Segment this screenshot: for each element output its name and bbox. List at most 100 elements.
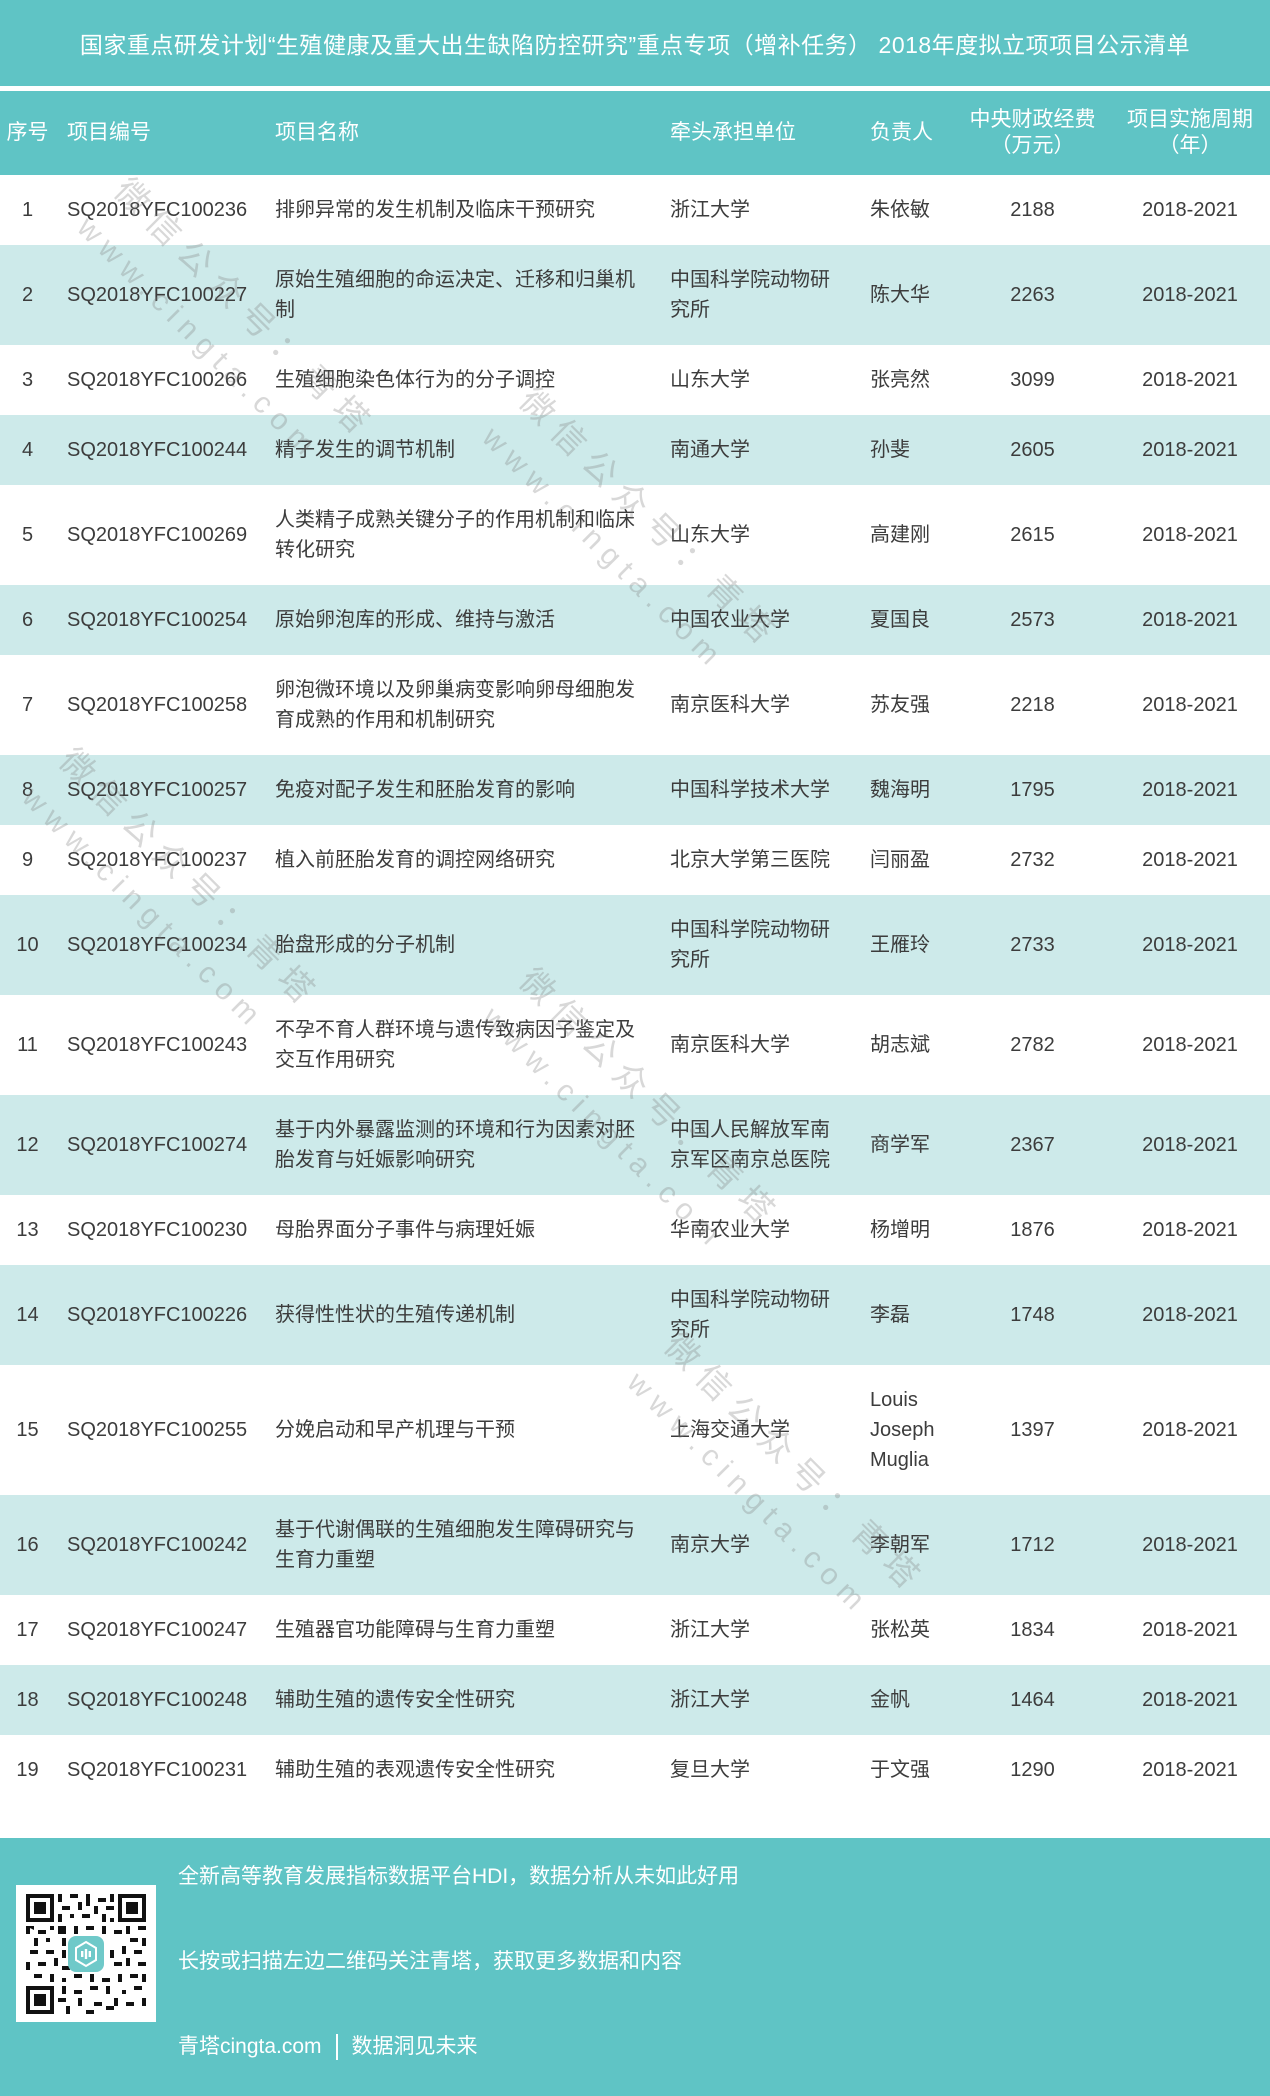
footer-brand-line: 青塔cingta.com 数据洞见未来 — [178, 2032, 1270, 2062]
project-period: 2018-2021 — [1110, 245, 1270, 345]
table-row: 15 SQ2018YFC100255 分娩启动和早产机理与干预 上海交通大学 L… — [0, 1365, 1270, 1495]
row-index: 10 — [0, 895, 55, 995]
principal-investigator: 王雁玲 — [860, 895, 955, 995]
principal-investigator: 朱依敏 — [860, 175, 955, 245]
funding-amount: 3099 — [955, 345, 1110, 415]
project-name: 精子发生的调节机制 — [265, 415, 660, 485]
footer-qr-hint-line: 长按或扫描左边二维码关注青塔，获取更多数据和内容 — [178, 1950, 682, 1973]
column-header-period: 项目实施周期 （年） — [1110, 91, 1270, 175]
column-header-code: 项目编号 — [55, 91, 265, 175]
table-row: 9 SQ2018YFC100237 植入前胚胎发育的调控网络研究 北京大学第三医… — [0, 825, 1270, 895]
project-name: 人类精子成熟关键分子的作用机制和临床转化研究 — [265, 485, 660, 585]
table-row: 19 SQ2018YFC100231 辅助生殖的表观遗传安全性研究 复旦大学 于… — [0, 1735, 1270, 1805]
principal-investigator: 李朝军 — [860, 1495, 955, 1595]
project-period: 2018-2021 — [1110, 1365, 1270, 1495]
project-period: 2018-2021 — [1110, 1595, 1270, 1665]
row-index: 9 — [0, 825, 55, 895]
row-index: 8 — [0, 755, 55, 825]
row-index: 6 — [0, 585, 55, 655]
table-row: 6 SQ2018YFC100254 原始卵泡库的形成、维持与激活 中国农业大学 … — [0, 585, 1270, 655]
project-name: 基于内外暴露监测的环境和行为因素对胚胎发育与妊娠影响研究 — [265, 1095, 660, 1195]
project-name: 辅助生殖的遗传安全性研究 — [265, 1665, 660, 1735]
project-code: SQ2018YFC100254 — [55, 585, 265, 655]
project-name: 排卵异常的发生机制及临床干预研究 — [265, 175, 660, 245]
footer-promo-line: 全新高等教育发展指标数据平台HDI，数据分析从未如此好用 — [178, 1865, 740, 1888]
funding-amount: 1397 — [955, 1365, 1110, 1495]
project-code: SQ2018YFC100257 — [55, 755, 265, 825]
table-row: 3 SQ2018YFC100266 生殖细胞染色体行为的分子调控 山东大学 张亮… — [0, 345, 1270, 415]
project-name: 生殖器官功能障碍与生育力重塑 — [265, 1595, 660, 1665]
project-name: 原始生殖细胞的命运决定、迁移和归巢机制 — [265, 245, 660, 345]
project-code: SQ2018YFC100248 — [55, 1665, 265, 1735]
project-period: 2018-2021 — [1110, 895, 1270, 995]
principal-investigator: 苏友强 — [860, 655, 955, 755]
table-row: 17 SQ2018YFC100247 生殖器官功能障碍与生育力重塑 浙江大学 张… — [0, 1595, 1270, 1665]
qr-code — [16, 1885, 156, 2022]
lead-unit: 山东大学 — [660, 485, 860, 585]
table-row: 1 SQ2018YFC100236 排卵异常的发生机制及临床干预研究 浙江大学 … — [0, 175, 1270, 245]
row-index: 14 — [0, 1265, 55, 1365]
row-index: 1 — [0, 175, 55, 245]
table-row: 14 SQ2018YFC100226 获得性性状的生殖传递机制 中国科学院动物研… — [0, 1265, 1270, 1365]
row-index: 3 — [0, 345, 55, 415]
funding-amount: 2605 — [955, 415, 1110, 485]
project-period: 2018-2021 — [1110, 345, 1270, 415]
table-header-row: 序号 项目编号 项目名称 牵头承担单位 负责人 中央财政经费 （万元） — [0, 91, 1270, 175]
project-name: 植入前胚胎发育的调控网络研究 — [265, 825, 660, 895]
project-name: 分娩启动和早产机理与干预 — [265, 1365, 660, 1495]
principal-investigator: 杨增明 — [860, 1195, 955, 1265]
lead-unit: 浙江大学 — [660, 175, 860, 245]
principal-investigator: 金帆 — [860, 1665, 955, 1735]
funding-amount: 1834 — [955, 1595, 1110, 1665]
funding-amount: 1464 — [955, 1665, 1110, 1735]
project-period: 2018-2021 — [1110, 655, 1270, 755]
funding-amount: 1748 — [955, 1265, 1110, 1365]
lead-unit: 中国农业大学 — [660, 585, 860, 655]
project-name: 生殖细胞染色体行为的分子调控 — [265, 345, 660, 415]
lead-unit: 浙江大学 — [660, 1665, 860, 1735]
funding-amount: 2615 — [955, 485, 1110, 585]
row-index: 19 — [0, 1735, 55, 1805]
funding-amount: 2367 — [955, 1095, 1110, 1195]
project-name: 胎盘形成的分子机制 — [265, 895, 660, 995]
project-code: SQ2018YFC100237 — [55, 825, 265, 895]
footer-text: 全新高等教育发展指标数据平台HDI，数据分析从未如此好用 长按或扫描左边二维码关… — [0, 1838, 1270, 2062]
project-code: SQ2018YFC100244 — [55, 415, 265, 485]
project-code: SQ2018YFC100274 — [55, 1095, 265, 1195]
project-period: 2018-2021 — [1110, 825, 1270, 895]
principal-investigator: 胡志斌 — [860, 995, 955, 1095]
project-code: SQ2018YFC100234 — [55, 895, 265, 995]
principal-investigator: 高建刚 — [860, 485, 955, 585]
qr-code-icon — [26, 1893, 146, 2014]
funding-amount: 2573 — [955, 585, 1110, 655]
column-header-pi: 负责人 — [860, 91, 955, 175]
project-period: 2018-2021 — [1110, 415, 1270, 485]
funding-amount: 2188 — [955, 175, 1110, 245]
principal-investigator: 李磊 — [860, 1265, 955, 1365]
page-title: 国家重点研发计划“生殖健康及重大出生缺陷防控研究”重点专项（增补任务） 2018… — [79, 32, 1191, 58]
project-period: 2018-2021 — [1110, 1265, 1270, 1365]
project-name: 卵泡微环境以及卵巢病变影响卵母细胞发育成熟的作用和机制研究 — [265, 655, 660, 755]
project-code: SQ2018YFC100227 — [55, 245, 265, 345]
project-code: SQ2018YFC100255 — [55, 1365, 265, 1495]
funding-amount: 1712 — [955, 1495, 1110, 1595]
table-row: 11 SQ2018YFC100243 不孕不育人群环境与遗传致病因子鉴定及交互作… — [0, 995, 1270, 1095]
title-bar: 国家重点研发计划“生殖健康及重大出生缺陷防控研究”重点专项（增补任务） 2018… — [0, 0, 1270, 86]
principal-investigator: 魏海明 — [860, 755, 955, 825]
row-index: 18 — [0, 1665, 55, 1735]
lead-unit: 华南农业大学 — [660, 1195, 860, 1265]
row-index: 17 — [0, 1595, 55, 1665]
funding-amount: 2218 — [955, 655, 1110, 755]
table-row: 18 SQ2018YFC100248 辅助生殖的遗传安全性研究 浙江大学 金帆 … — [0, 1665, 1270, 1735]
lead-unit: 南京医科大学 — [660, 995, 860, 1095]
lead-unit: 中国科学院动物研究所 — [660, 895, 860, 995]
brand-divider — [335, 2034, 338, 2060]
table-row: 16 SQ2018YFC100242 基于代谢偶联的生殖细胞发生障碍研究与生育力… — [0, 1495, 1270, 1595]
project-code: SQ2018YFC100226 — [55, 1265, 265, 1365]
lead-unit: 复旦大学 — [660, 1735, 860, 1805]
column-header-unit: 牵头承担单位 — [660, 91, 860, 175]
column-header-index: 序号 — [0, 91, 55, 175]
row-index: 7 — [0, 655, 55, 755]
project-period: 2018-2021 — [1110, 1665, 1270, 1735]
